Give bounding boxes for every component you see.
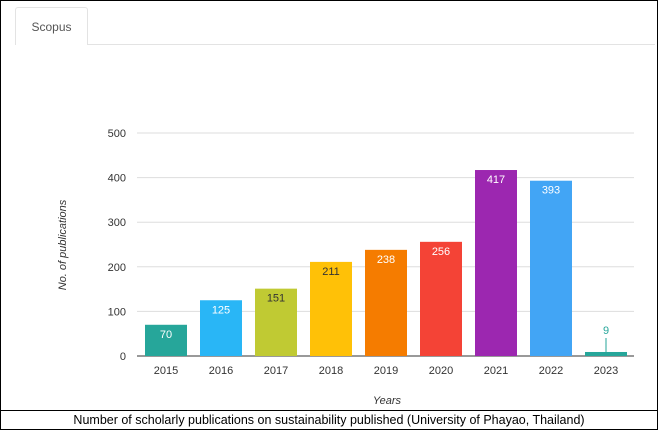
y-tick-label: 400 — [108, 173, 126, 185]
y-tick-label: 200 — [108, 262, 126, 274]
y-tick-label: 500 — [108, 128, 126, 140]
x-tick-label: 2023 — [594, 365, 618, 377]
bar-chart: 0 100 200 300 400 500 70 125 151 211 238 256 417 393… — [57, 128, 634, 407]
x-tick-label: 2018 — [319, 365, 343, 377]
y-tick-labels: 0 100 200 300 400 500 — [108, 128, 126, 363]
x-tick-label: 2015 — [154, 365, 178, 377]
y-axis-label: No. of publications — [57, 199, 69, 290]
bar-2017 — [255, 288, 297, 356]
y-tick-label: 100 — [108, 306, 126, 318]
tab-bar-divider — [15, 44, 655, 45]
x-tick-label: 2016 — [209, 365, 233, 377]
bars: 70 125 151 211 238 256 417 393 9 — [145, 170, 627, 356]
bar-2022 — [530, 180, 572, 356]
x-axis-label: Years — [373, 395, 402, 407]
y-tick-label: 0 — [120, 351, 126, 363]
bar-2015 — [145, 324, 187, 356]
x-tick-label: 2017 — [264, 365, 288, 377]
y-tick-label: 300 — [108, 217, 126, 229]
x-tick-label: 2022 — [539, 365, 563, 377]
data-label: 417 — [487, 174, 505, 186]
bar-2021 — [475, 170, 517, 356]
bar-2023 — [585, 351, 627, 356]
data-label: 125 — [212, 304, 230, 316]
bar-2020 — [420, 241, 462, 356]
data-label: 70 — [160, 329, 172, 341]
x-tick-labels: 2015 2016 2017 2018 2019 2020 2021 2022 2023 — [154, 365, 618, 377]
data-label: 151 — [267, 293, 285, 305]
data-label: 256 — [432, 246, 450, 258]
x-tick-label: 2019 — [374, 365, 398, 377]
x-tick-label: 2021 — [484, 365, 508, 377]
bar-2019 — [365, 249, 407, 356]
data-label: 393 — [542, 185, 560, 197]
data-label: 211 — [322, 266, 340, 278]
tab-scopus[interactable]: Scopus — [15, 7, 88, 45]
x-tick-label: 2020 — [429, 365, 453, 377]
data-label: 238 — [377, 254, 395, 266]
bar-2016 — [200, 300, 242, 356]
bar-2018 — [310, 261, 352, 356]
data-label: 9 — [603, 325, 609, 337]
figure-caption: Number of scholarly publications on sust… — [0, 410, 658, 430]
